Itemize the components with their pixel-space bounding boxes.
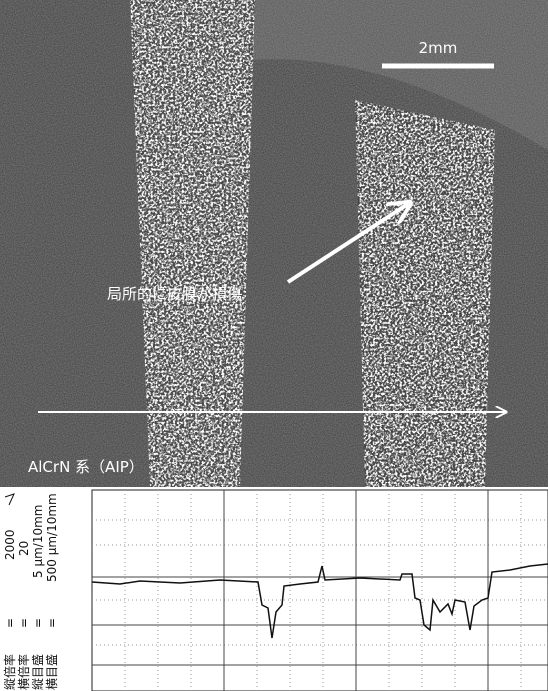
annotation: 局所的に皮膜が損傷 [107, 285, 242, 303]
setting-value: 500 μm/10mm [45, 493, 59, 582]
setting-value: 5 μm/10mm [31, 505, 45, 578]
micrograph: 2mm 局所的に皮膜が損傷 AlCrN 系（AIP） [0, 0, 548, 487]
setting-sep: = [31, 618, 45, 628]
setting-name: 縦目盛 [30, 654, 45, 690]
setting-name: 縦倍率 [2, 654, 17, 690]
setting-value: 20 [17, 541, 31, 556]
scale-label: 2mm [419, 39, 458, 57]
setting-sep: = [3, 618, 17, 628]
profile-settings: 縦倍率 = 2000 横倍率 = 20 縦目盛 = 5 μm/10mm 横目盛 … [2, 493, 59, 690]
figure: 2mm 局所的に皮膜が損傷 AlCrN 系（AIP） 縦倍率 = 20 [0, 0, 548, 691]
setting-name: 横目盛 [44, 654, 59, 690]
setting-sep: = [17, 618, 31, 628]
setting-sep: = [45, 618, 59, 628]
setting-value: 2000 [3, 529, 17, 560]
profile-chart [5, 490, 548, 691]
setting-name: 横倍率 [16, 654, 31, 690]
caption: AlCrN 系（AIP） [28, 458, 144, 476]
